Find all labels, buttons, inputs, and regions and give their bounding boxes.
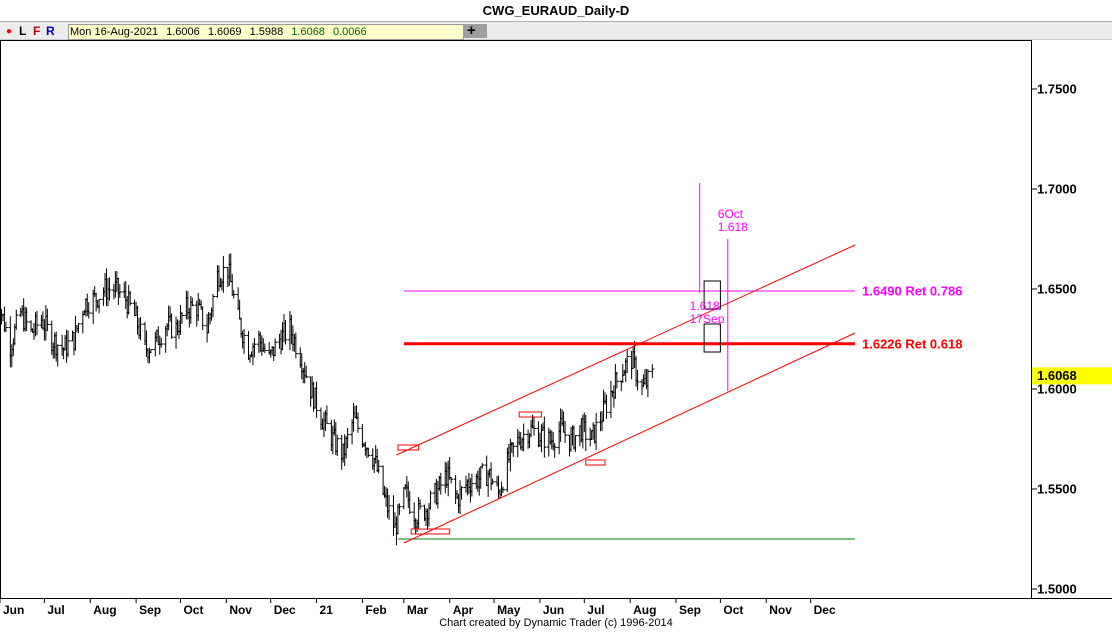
- time-projection-label: 1.618: [718, 220, 748, 234]
- channel-line-lower: [403, 332, 856, 544]
- x-tick-label: Oct: [183, 603, 203, 617]
- annotation-box: [518, 411, 542, 418]
- x-tick-label: May: [497, 603, 521, 617]
- level-label-0: 1.6490 Ret 0.786: [862, 284, 962, 299]
- x-tick-label: Feb: [365, 603, 386, 617]
- x-tick-label: Oct: [723, 603, 743, 617]
- x-tick-label: Sep: [679, 603, 701, 617]
- y-tick-label: 1.6000: [1037, 382, 1077, 397]
- time-projection-label: 17Sep: [690, 312, 725, 326]
- level-label-1: 1.6226 Ret 0.618: [862, 336, 962, 351]
- x-tick-label: Jun: [3, 603, 24, 617]
- x-tick-label: Nov: [229, 603, 252, 617]
- l-button[interactable]: L: [19, 24, 27, 38]
- time-projection-label: 6Oct: [718, 207, 744, 221]
- x-tick-label: Aug: [633, 603, 656, 617]
- x-tick-label: Apr: [453, 603, 474, 617]
- annotation-box: [410, 528, 451, 535]
- title-bar: CWG_EURAUD_Daily-D: [0, 0, 1112, 22]
- x-tick-label: Dec: [814, 603, 836, 617]
- ohlc-readout: Mon 16-Aug-2021 1.6006 1.6069 1.5988 1.6…: [68, 24, 464, 40]
- x-tick-label: 21: [320, 603, 334, 617]
- ohlc-date: Mon 16-Aug-2021: [70, 26, 159, 38]
- y-tick-label: 1.7500: [1037, 82, 1077, 97]
- x-tick-label: Dec: [274, 603, 296, 617]
- current-price-badge: [1032, 367, 1112, 385]
- add-button[interactable]: +: [467, 22, 476, 39]
- current-price-label: 1.6068: [1037, 368, 1077, 383]
- f-button[interactable]: F: [33, 24, 41, 38]
- x-tick-label: Sep: [139, 603, 161, 617]
- ohlc-high: 1.6069: [207, 26, 242, 38]
- annotation-box: [703, 280, 721, 310]
- x-tick-label: Nov: [769, 603, 792, 617]
- x-tick-label: Jun: [543, 603, 564, 617]
- ohlc-change: 0.0066: [333, 26, 367, 38]
- r-button[interactable]: R: [46, 24, 55, 38]
- chart-title: CWG_EURAUD_Daily-D: [482, 3, 630, 18]
- channel-line-upper: [396, 244, 856, 456]
- x-tick-label: Jul: [587, 603, 604, 617]
- price-chart[interactable]: 1.7500 1.7000 1.6500 1.6000 1.5500 1.5000 Jun J…: [0, 40, 1112, 617]
- y-tick-label: 1.5500: [1037, 482, 1077, 497]
- y-tick-label: 1.5000: [1037, 582, 1077, 597]
- y-tick-label: 1.7000: [1037, 182, 1077, 197]
- toolbar-spacer: [463, 24, 487, 38]
- ohlc-low: 1.5988: [249, 26, 284, 38]
- footer-credit: Chart created by Dynamic Trader (c) 1996…: [439, 617, 673, 629]
- x-tick-label: Mar: [407, 603, 429, 617]
- ohlc-open: 1.6006: [166, 26, 200, 38]
- x-tick-label: Aug: [93, 603, 116, 617]
- annotation-box: [397, 444, 420, 451]
- annotation-box: [585, 459, 606, 466]
- x-tick-label: Jul: [47, 603, 64, 617]
- ohlc-close: 1.6068: [291, 26, 325, 38]
- time-projection-label: 1.618: [690, 299, 720, 313]
- y-tick-label: 1.6500: [1037, 282, 1077, 297]
- annotation-box: [703, 323, 721, 353]
- status-dot-icon: ●: [6, 26, 13, 37]
- plot-area: [0, 40, 1032, 599]
